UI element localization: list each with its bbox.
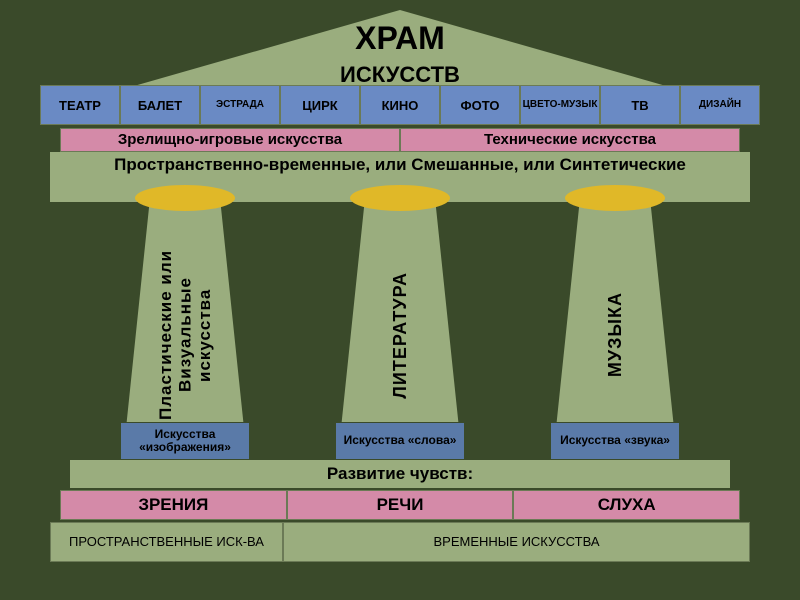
art-circus: ЦИРК: [280, 85, 360, 125]
column-base-word: Искусства «слова»: [335, 422, 465, 460]
art-estrada: ЭСТРАДА: [200, 85, 280, 125]
art-ballet: БАЛЕТ: [120, 85, 200, 125]
column-base-image: Искусства «изображения»: [120, 422, 250, 460]
column-visual: Пластические или Визуальные искусства Ис…: [110, 185, 260, 460]
base-temporal: ВРЕМЕННЫЕ ИСКУССТВА: [283, 522, 750, 562]
art-design: ДИЗАЙН: [680, 85, 760, 125]
art-theatre: ТЕАТР: [40, 85, 120, 125]
senses-header: Развитие чувств:: [70, 460, 730, 488]
art-tv: ТВ: [600, 85, 680, 125]
sense-vision: ЗРЕНИЯ: [60, 490, 287, 520]
cat-spectacle: Зрелищно-игровые искусства: [60, 128, 400, 152]
column-label: МУЗЫКА: [540, 245, 690, 425]
arts-top-row: ТЕАТР БАЛЕТ ЭСТРАДА ЦИРК КИНО ФОТО ЦВЕТО…: [40, 85, 760, 125]
sense-speech: РЕЧИ: [287, 490, 514, 520]
cat-technical: Технические искусства: [400, 128, 740, 152]
sense-hearing: СЛУХА: [513, 490, 740, 520]
columns-area: Пластические или Визуальные искусства Ис…: [50, 185, 750, 460]
column-base-sound: Искусства «звука»: [550, 422, 680, 460]
base-row: ПРОСТРАНСТВЕННЫЕ ИСК-ВА ВРЕМЕННЫЕ ИСКУСС…: [50, 522, 750, 562]
temple-title: ХРАМ: [50, 20, 750, 57]
column-capital: [135, 185, 235, 211]
category-row: Зрелищно-игровые искусства Технические и…: [60, 128, 740, 152]
column-label: Пластические или Визуальные искусства: [130, 245, 240, 425]
art-colormusic: ЦВЕТО-МУЗЫК: [520, 85, 600, 125]
temple-diagram: ХРАМ ИСКУССТВ ТЕАТР БАЛЕТ ЭСТРАДА ЦИРК К…: [50, 0, 750, 600]
base-spatial: ПРОСТРАНСТВЕННЫЕ ИСК-ВА: [50, 522, 283, 562]
column-literature: ЛИТЕРАТУРА Искусства «слова»: [325, 185, 475, 460]
art-photo: ФОТО: [440, 85, 520, 125]
column-label: ЛИТЕРАТУРА: [325, 245, 475, 425]
column-capital: [350, 185, 450, 211]
senses-row: ЗРЕНИЯ РЕЧИ СЛУХА: [60, 490, 740, 520]
column-capital: [565, 185, 665, 211]
column-music: МУЗЫКА Искусства «звука»: [540, 185, 690, 460]
art-cinema: КИНО: [360, 85, 440, 125]
